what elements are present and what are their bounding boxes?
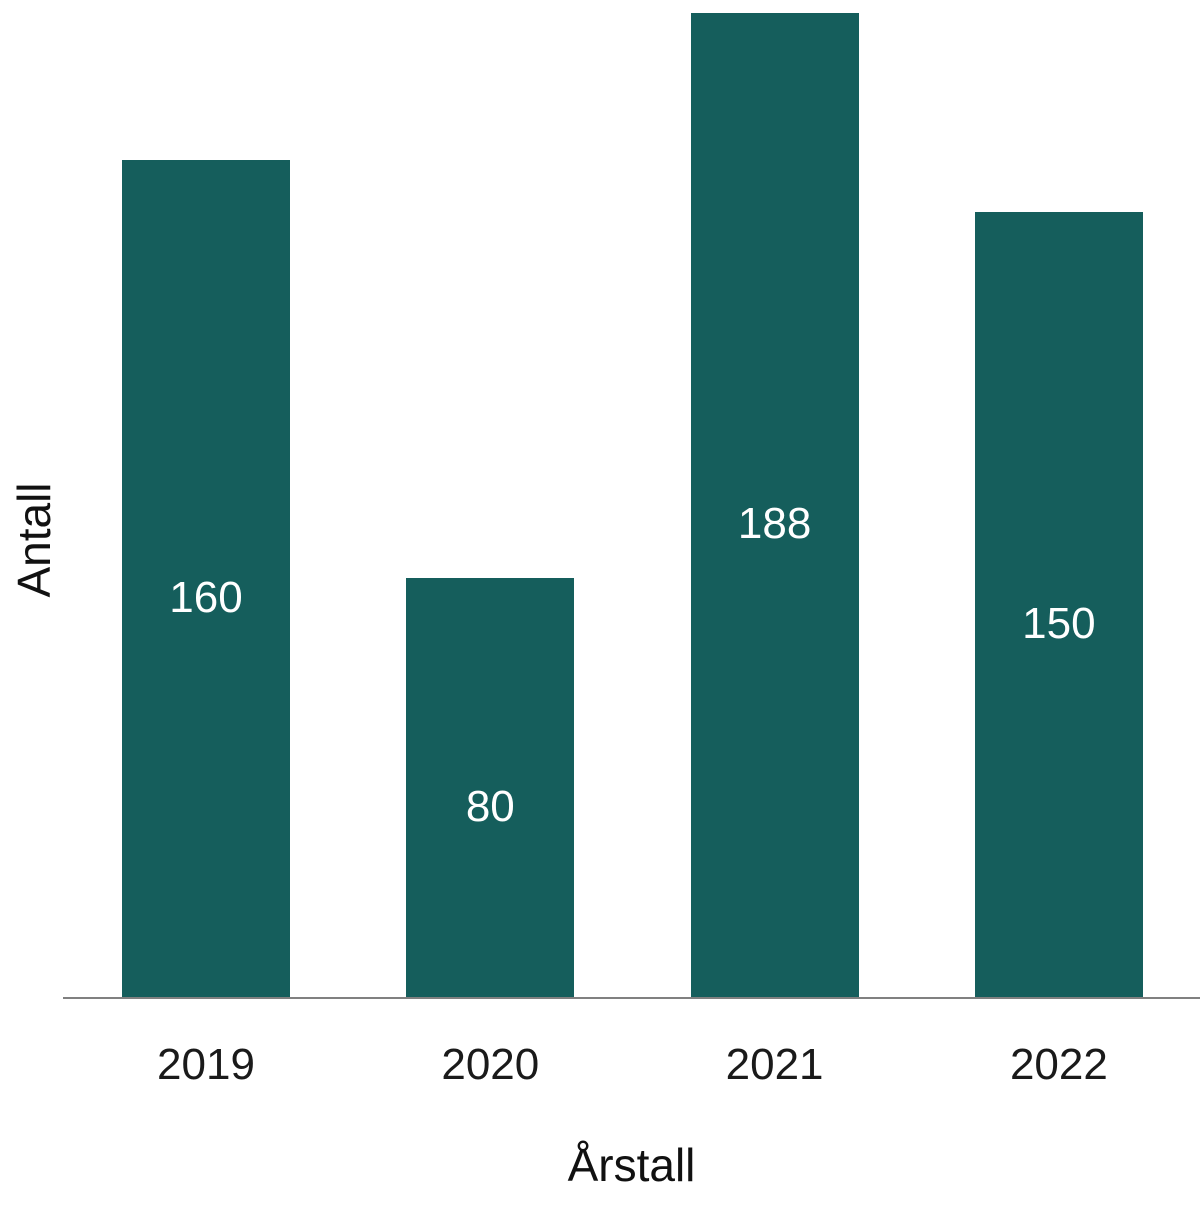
bar-value-label: 188 [737,499,812,548]
plot-area: 160 80 188 150 [63,0,1200,999]
x-axis-tick-labels: 2019 2020 2021 2022 [63,1040,1200,1100]
bar-2021: 188 [690,13,859,997]
x-tick-2022: 2022 [1009,1040,1108,1089]
bar-2020: 80 [406,578,575,997]
bar-value-label: 150 [1022,598,1096,648]
x-tick-2021: 2021 [725,1040,824,1089]
x-axis-label: Årstall [567,1139,696,1191]
bar-value-label: 160 [169,572,243,622]
bar-2022: 150 [974,212,1143,997]
x-tick-2020: 2020 [441,1040,540,1089]
y-axis-label: Antall [8,482,60,598]
bar-value-label: 80 [465,781,515,831]
bar-2019: 160 [122,160,290,997]
x-tick-2019: 2019 [157,1040,255,1089]
